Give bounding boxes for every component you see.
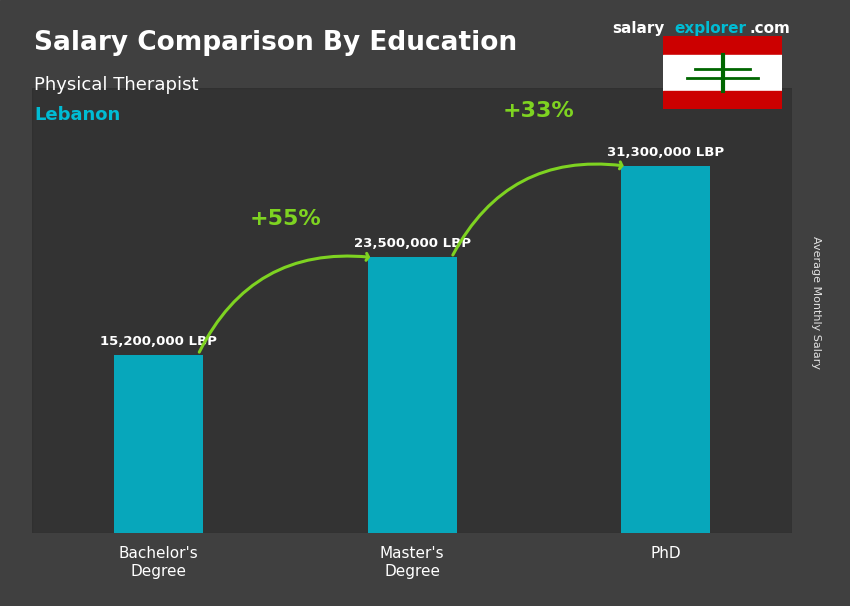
Text: explorer: explorer: [674, 21, 746, 36]
Text: +33%: +33%: [503, 101, 575, 121]
Bar: [663, 91, 782, 109]
Text: Physical Therapist: Physical Therapist: [34, 76, 199, 94]
Bar: [368, 258, 456, 533]
Text: salary: salary: [612, 21, 665, 36]
Text: Lebanon: Lebanon: [34, 106, 120, 124]
Bar: [115, 355, 203, 533]
Bar: [663, 55, 782, 91]
Bar: [663, 36, 782, 55]
Text: Salary Comparison By Education: Salary Comparison By Education: [34, 30, 517, 56]
Bar: [621, 166, 710, 533]
Text: +55%: +55%: [250, 209, 321, 229]
Text: 31,300,000 LBP: 31,300,000 LBP: [607, 146, 724, 159]
Text: 15,200,000 LBP: 15,200,000 LBP: [100, 335, 218, 348]
Text: Average Monthly Salary: Average Monthly Salary: [811, 236, 821, 370]
Text: .com: .com: [750, 21, 791, 36]
Text: 23,500,000 LBP: 23,500,000 LBP: [354, 238, 471, 250]
